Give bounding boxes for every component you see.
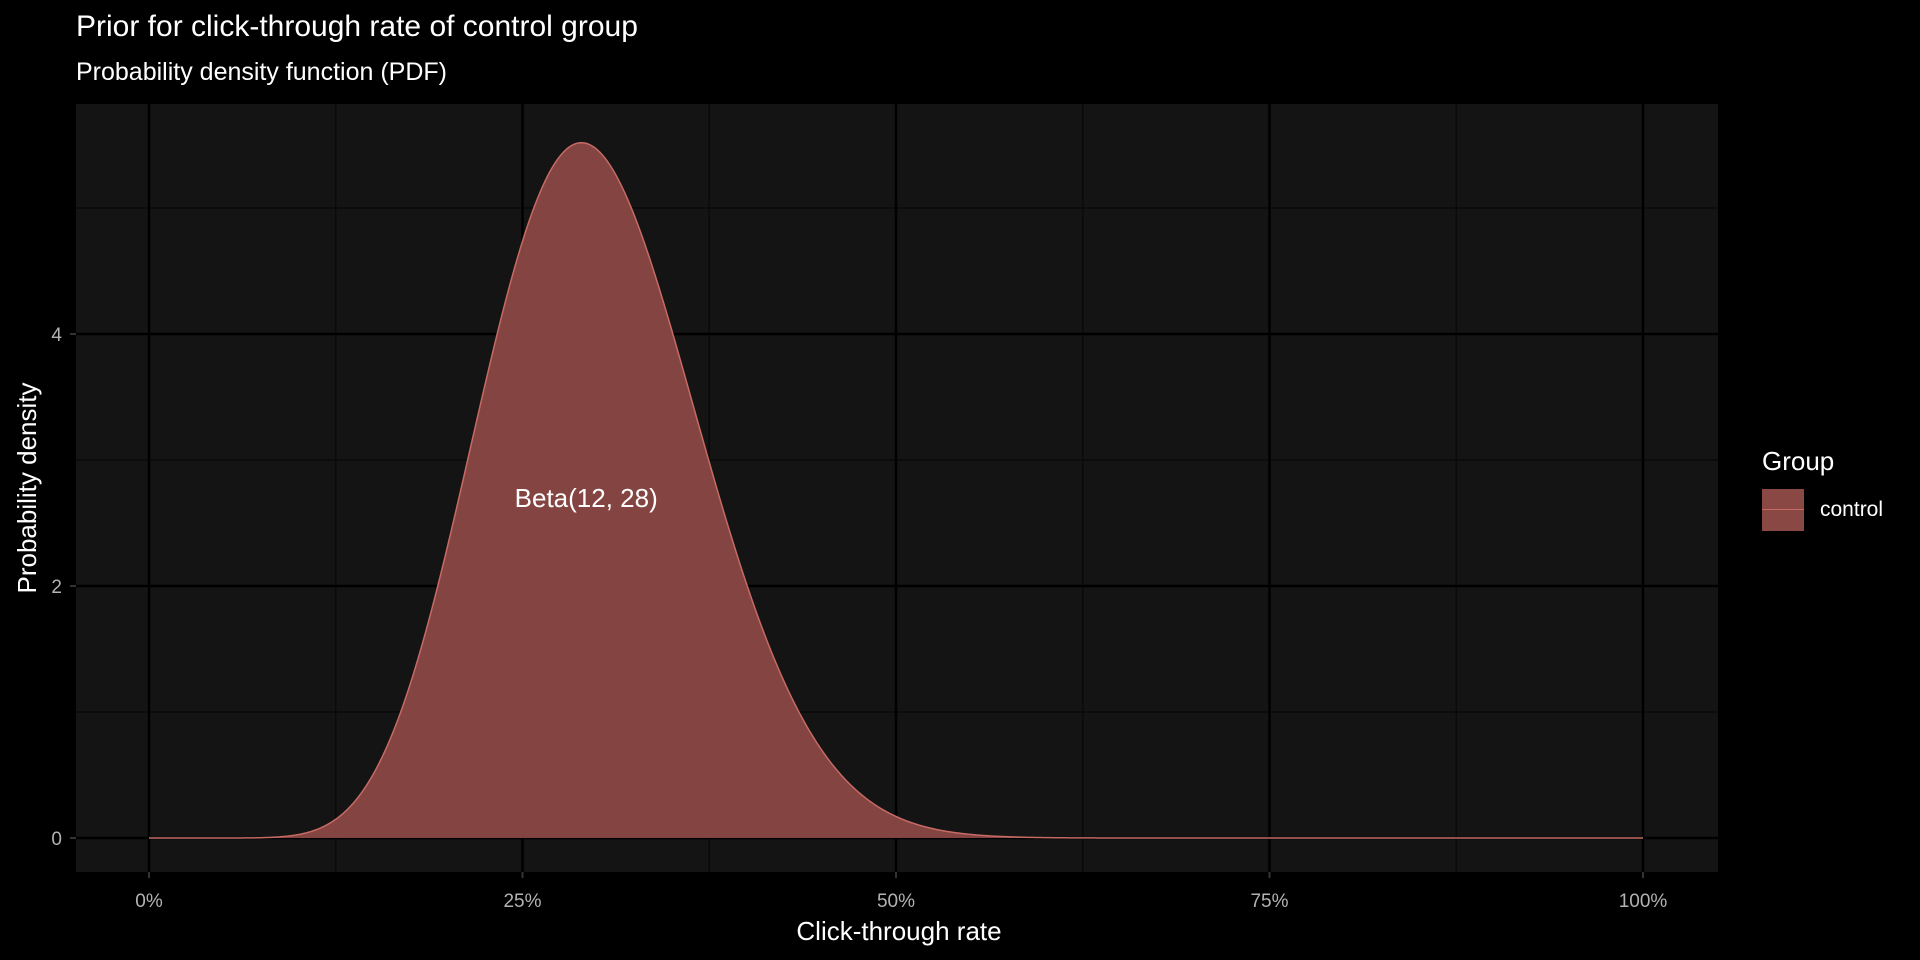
y-tick-label: 4: [51, 325, 62, 346]
x-tick-label: 25%: [503, 891, 541, 912]
x-tick-label: 75%: [1250, 891, 1288, 912]
y-tick-label: 0: [51, 829, 62, 850]
density-area: [149, 142, 1643, 838]
x-tick-label: 100%: [1619, 891, 1668, 912]
x-tick-label: 50%: [877, 891, 915, 912]
legend: Group control: [1762, 446, 1883, 531]
x-axis-title: Click-through rate: [796, 916, 1001, 946]
legend-title: Group: [1762, 446, 1835, 476]
legend-entry-control: control: [1762, 489, 1883, 531]
y-tick-label: 2: [51, 577, 62, 598]
chart-subtitle: Probability density function (PDF): [76, 58, 447, 86]
distribution-annotation: Beta(12, 28): [515, 483, 658, 513]
x-tick-label: 0%: [135, 891, 163, 912]
legend-swatch: [1762, 489, 1804, 531]
x-axis-ticks: 0% 25% 50% 75% 100%: [135, 872, 1667, 912]
density-line: [149, 141, 1643, 839]
chart-title: Prior for click-through rate of control …: [76, 10, 638, 43]
y-axis-ticks: 0 2 4: [51, 325, 76, 850]
y-axis-title: Probability density: [12, 383, 42, 594]
legend-label: control: [1820, 498, 1884, 521]
